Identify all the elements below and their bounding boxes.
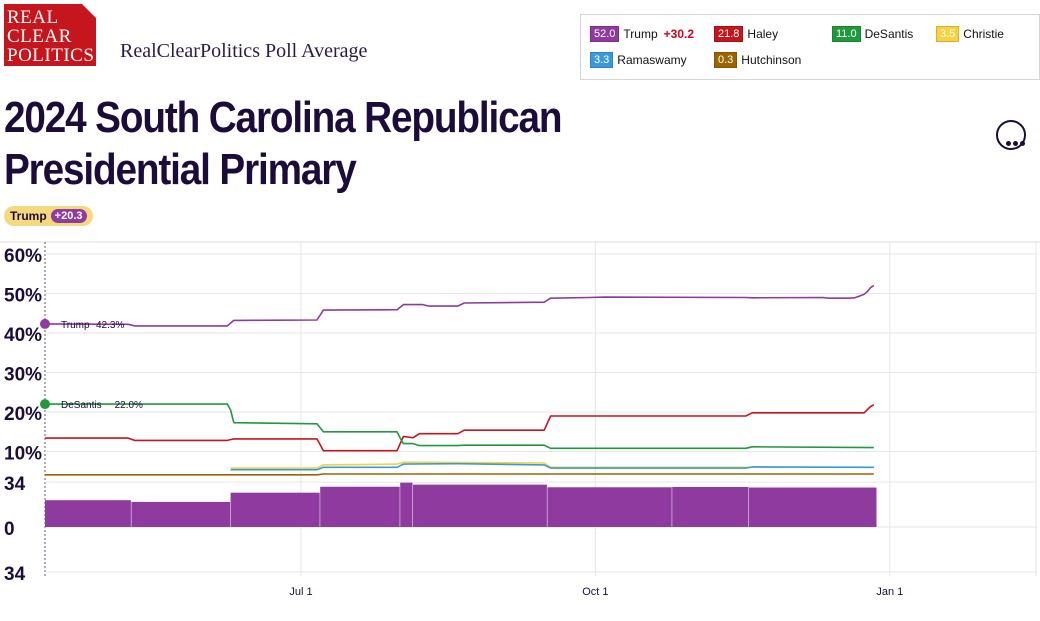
legend-name: DeSantis [864, 27, 914, 41]
legend-value: 21.8 [714, 26, 744, 42]
more-options-button[interactable] [996, 120, 1026, 150]
series-line-ramaswamy [230, 462, 874, 471]
spread-bar [400, 482, 413, 527]
y-tick-label: 30% [4, 365, 42, 386]
legend-name: Haley [747, 27, 779, 41]
start-marker-trump [40, 318, 50, 329]
poll-chart[interactable]: 60% 50% 40% 30% 20% 10% 34 0 34 Jul 1 Oct 1 Jan 1 Tr… [0, 240, 1040, 621]
legend-spread: +30.2 [663, 27, 695, 41]
legend-value: 11.0 [832, 26, 861, 42]
legend-item-haley[interactable]: 21.8 Haley [714, 26, 778, 42]
start-label-value: 42.3% [96, 320, 124, 331]
start-marker-desantis [40, 399, 50, 410]
title-line-2: Presidential Primary [4, 145, 357, 194]
logo-line-2: CLEAR [7, 26, 72, 47]
x-tick-label: Oct 1 [582, 586, 608, 598]
page-title: 2024 South Carolina Republican President… [4, 92, 796, 196]
series-line-christie [230, 461, 874, 469]
spread-bar [547, 487, 672, 527]
series-line-trump [44, 284, 875, 327]
legend-item-desantis[interactable]: 11.0 DeSantis [832, 26, 913, 42]
spread-bar [749, 487, 877, 527]
legend-item-hutchinson[interactable]: 0.3 Hutchinson [714, 52, 801, 68]
legend-name: Ramaswamy [617, 53, 687, 67]
logo-line-3: POLITICS [7, 45, 95, 66]
start-label-name: Trump [61, 320, 90, 331]
legend-name: Christie [963, 27, 1004, 41]
more-dots-icon [1013, 141, 1018, 146]
start-label-name: DeSantis [61, 400, 102, 411]
logo-corner-fold [82, 4, 96, 18]
spread-bar [672, 487, 749, 527]
leader-name: Trump [10, 209, 47, 223]
spread-tick-label: 34 [4, 474, 26, 495]
spread-bar [131, 501, 231, 527]
y-tick-label: 50% [4, 286, 42, 307]
legend-item-ramaswamy[interactable]: 3.3 Ramaswamy [590, 52, 687, 68]
start-label-value: 22.0% [115, 400, 143, 411]
legend-item-trump[interactable]: 52.0 Trump +30.2 [590, 26, 694, 42]
legend-item-christie[interactable]: 3.5 Christie [936, 26, 1004, 42]
spread-bar [45, 500, 131, 527]
spread-bar [230, 492, 320, 527]
y-tick-label: 20% [4, 404, 42, 425]
brand-title: RealClearPolitics Poll Average [120, 40, 368, 62]
y-tick-label: 40% [4, 325, 42, 346]
x-tick-label: Jul 1 [289, 586, 312, 598]
series-line-haley [45, 404, 875, 452]
more-dots-icon [1006, 141, 1011, 146]
x-tick-label: Jan 1 [876, 586, 903, 598]
leader-badge: Trump +20.3 [4, 206, 93, 226]
legend-name: Hutchinson [741, 53, 802, 67]
legend-panel: 52.0 Trump +30.2 21.8 Haley 11.0 DeSanti… [580, 14, 1040, 80]
y-tick-label: 60% [4, 246, 42, 267]
more-dots-icon [1020, 141, 1025, 146]
legend-name: Trump [623, 27, 658, 41]
series-line-desantis [45, 403, 874, 450]
title-line-1: 2024 South Carolina Republican [4, 93, 563, 142]
series-line-hutchinson [45, 473, 874, 476]
spread-tick-label: 0 [4, 519, 15, 540]
rcp-logo[interactable]: REAL CLEAR POLITICS [4, 4, 96, 66]
spread-bar [413, 484, 547, 527]
legend-value: 52.0 [590, 26, 620, 42]
spread-bar [320, 486, 400, 527]
legend-value: 3.5 [936, 26, 960, 42]
leader-spread: +20.3 [50, 209, 87, 223]
legend-value: 3.3 [590, 52, 614, 68]
legend-value: 0.3 [714, 52, 738, 68]
spread-tick-label: 34 [4, 564, 26, 585]
logo-line-1: REAL [7, 7, 59, 28]
y-tick-label: 10% [4, 444, 42, 465]
